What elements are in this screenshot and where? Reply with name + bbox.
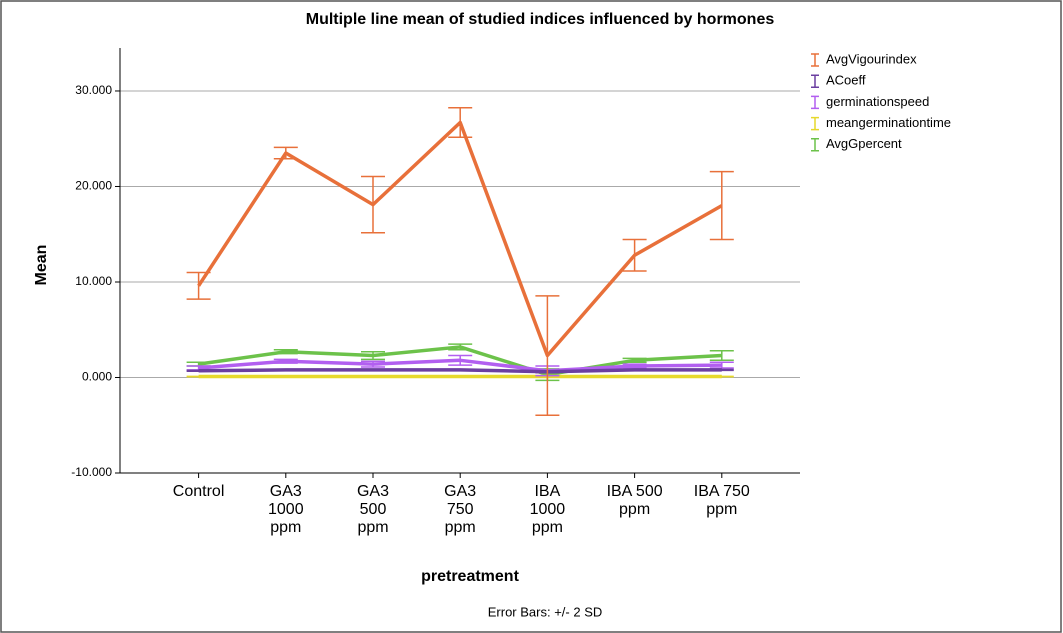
legend-swatch <box>811 53 819 67</box>
series-line <box>198 345 722 377</box>
x-tick-label: GA3 750 ppm <box>444 483 477 536</box>
x-tick-label: IBA 500 ppm <box>606 483 663 518</box>
legend-label: meangerminationtime <box>826 115 951 130</box>
x-tick-label: Control <box>172 483 225 500</box>
x-tick-label: IBA 750 ppm <box>693 483 750 518</box>
legend-swatch <box>811 74 819 88</box>
y-tick-label: -10.000 <box>71 465 112 479</box>
legend-swatch <box>811 138 819 152</box>
x-axis-label: pretreatment <box>421 568 519 585</box>
legend-label: AvgVigourindex <box>826 51 917 66</box>
series-line <box>198 358 722 373</box>
legend-label: germinationspeed <box>826 94 929 109</box>
series-line <box>197 120 723 358</box>
x-tick-label: IBA 1000 ppm <box>529 483 566 536</box>
y-axis-label: Mean <box>33 245 50 286</box>
y-tick-label: 30.000 <box>75 83 112 97</box>
error-bar <box>709 361 734 369</box>
y-tick-label: 20.000 <box>75 179 112 193</box>
chart-title: Multiple line mean of studied indices in… <box>306 11 775 28</box>
legend-label: AvgGpercent <box>826 136 902 151</box>
legend-swatch <box>811 116 819 131</box>
series-line <box>198 368 722 374</box>
note: Error Bars: +/- 2 SD <box>488 604 603 619</box>
error-bar <box>709 350 734 362</box>
legend-label: ACoeff <box>826 73 866 88</box>
y-tick-label: 0.000 <box>82 370 112 384</box>
legend-swatch <box>811 95 819 110</box>
x-tick-label: GA3 500 ppm <box>356 483 389 536</box>
x-tick-label: GA3 1000 ppm <box>268 483 304 536</box>
y-tick-label: 10.000 <box>75 274 112 288</box>
